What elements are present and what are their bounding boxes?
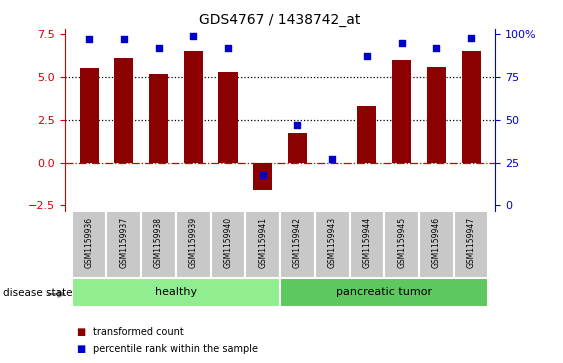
Bar [211,211,245,278]
Text: GSM1159943: GSM1159943 [328,217,337,268]
Text: ■: ■ [76,344,85,354]
Point [363,53,372,59]
Bar [385,211,419,278]
Bar [280,211,315,278]
Point [397,40,406,46]
Bar [350,211,385,278]
Point [119,36,128,42]
Text: GSM1159945: GSM1159945 [397,217,406,268]
Point [293,122,302,128]
Title: GDS4767 / 1438742_at: GDS4767 / 1438742_at [199,13,361,26]
Point [154,45,163,51]
Point [432,45,441,51]
Bar [184,51,203,163]
Bar [149,74,168,163]
Bar [72,278,280,307]
Text: transformed count: transformed count [93,327,184,337]
Bar [114,58,133,163]
Text: GSM1159938: GSM1159938 [154,217,163,268]
Point [467,35,476,41]
Bar [419,211,454,278]
Point [224,45,233,51]
Text: GSM1159937: GSM1159937 [119,217,128,268]
Text: pancreatic tumor: pancreatic tumor [336,287,432,297]
Text: GSM1159940: GSM1159940 [224,217,233,268]
Text: percentile rank within the sample: percentile rank within the sample [93,344,258,354]
Point [258,172,267,178]
Text: ■: ■ [76,327,85,337]
Bar [218,72,238,163]
Point [189,33,198,39]
Text: GSM1159942: GSM1159942 [293,217,302,268]
Point [328,156,337,162]
Bar [315,211,350,278]
Text: GSM1159936: GSM1159936 [84,217,93,268]
Bar [79,68,99,163]
Bar [176,211,211,278]
Bar [253,163,272,190]
Bar [358,106,377,163]
Text: GSM1159946: GSM1159946 [432,217,441,268]
Text: GSM1159947: GSM1159947 [467,217,476,268]
Bar [106,211,141,278]
Bar [245,211,280,278]
Text: GSM1159939: GSM1159939 [189,217,198,268]
Text: healthy: healthy [155,287,197,297]
Text: disease state: disease state [3,288,72,298]
Bar [454,211,489,278]
Bar [141,211,176,278]
Text: GSM1159941: GSM1159941 [258,217,267,268]
Bar [427,67,446,163]
Point [84,36,93,42]
Bar [280,278,489,307]
Bar [392,60,411,163]
Text: GSM1159944: GSM1159944 [363,217,372,268]
Bar [288,134,307,163]
Bar [462,51,481,163]
Bar [72,211,106,278]
